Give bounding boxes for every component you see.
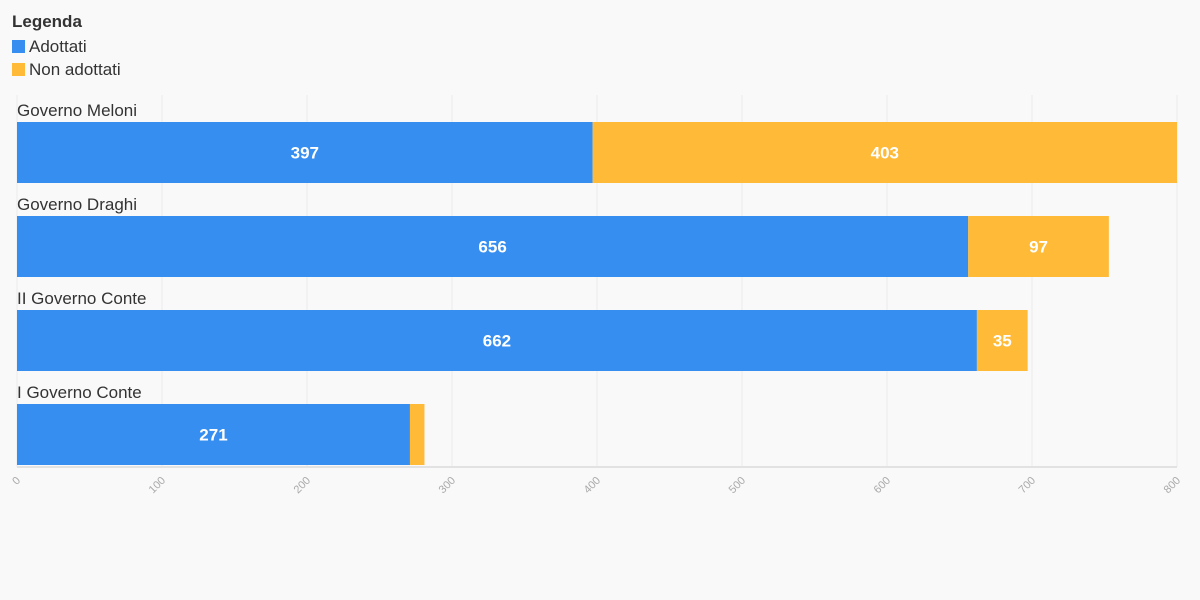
legend-item-adottati: Adottati: [12, 35, 121, 58]
bar-adottati: [17, 310, 977, 371]
x-tick-label: 300: [437, 475, 458, 496]
legend: Legenda Adottati Non adottati: [12, 12, 121, 81]
bar-adottati: [17, 122, 593, 183]
x-tick-label: 0: [10, 475, 23, 488]
bar-value-label: 97: [1029, 238, 1048, 257]
legend-label-non-adottati: Non adottati: [29, 59, 121, 79]
category-label: Governo Meloni: [17, 101, 137, 120]
bar-value-label: 35: [993, 332, 1012, 351]
bar-value-label: 656: [478, 238, 506, 257]
x-tick-label: 600: [872, 475, 893, 496]
bar-adottati: [17, 404, 410, 465]
legend-item-non-adottati: Non adottati: [12, 58, 121, 81]
x-tick-label: 500: [727, 475, 748, 496]
legend-title: Legenda: [12, 12, 82, 31]
x-tick-label: 400: [582, 475, 603, 496]
legend-label-adottati: Adottati: [29, 36, 87, 56]
bar-non-adottati: [976, 310, 1028, 371]
bar-non-adottati: [409, 404, 425, 465]
category-label: II Governo Conte: [17, 289, 146, 308]
category-label: Governo Draghi: [17, 195, 137, 214]
bar-non-adottati: [968, 216, 1109, 277]
x-tick-label: 100: [147, 475, 168, 496]
legend-swatch-non-adottati: [12, 63, 25, 76]
bar-value-label: 271: [199, 426, 227, 445]
x-tick-label: 800: [1162, 475, 1183, 496]
legend-swatch-adottati: [12, 40, 25, 53]
bar-non-adottati: [592, 122, 1177, 183]
bar-adottati: [17, 216, 969, 277]
bar-value-label: 397: [291, 144, 319, 163]
x-tick-label: 700: [1017, 475, 1038, 496]
category-label: I Governo Conte: [17, 383, 142, 402]
bar-value-label: 403: [871, 144, 899, 163]
bar-value-label: 662: [483, 332, 511, 351]
x-tick-label: 200: [292, 475, 313, 496]
